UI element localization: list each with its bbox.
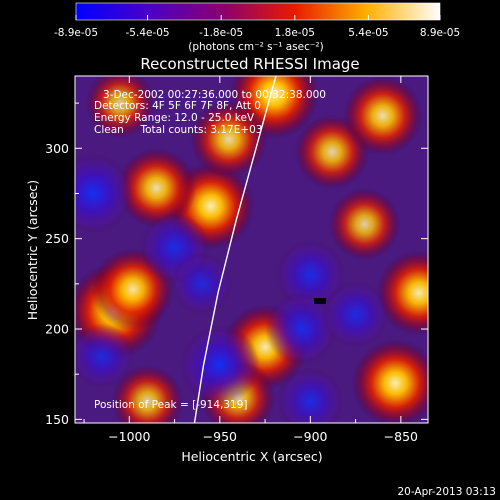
emission-blob-negative [276,367,345,423]
colorbar-tick-label: 8.9e-05 [420,27,460,39]
info-time-range: 3-Dec-2002 00:27:36.000 to 00:32:38.000 [103,89,326,101]
emission-blob-negative [170,252,233,315]
y-axis-label: Heliocentric Y (arcsec) [25,180,40,320]
emission-blob-positive [342,76,423,156]
peak-annotation: Position of Peak = [-914,319] [94,399,248,411]
emission-blob-positive [351,339,428,423]
colorbar-ticks: -8.9e-05 -5.4e-05 -1.8e-05 1.8e-05 5.4e-05 8.… [54,15,460,39]
y-tick-label: 300 [45,141,69,156]
emission-blob-negative [75,323,135,389]
emission-blob-positive [328,187,401,261]
x-tick-label: −1000 [108,429,150,444]
emission-blob-positive [111,365,184,423]
y-tick-label: 150 [45,412,69,427]
timestamp: 20-Apr-2013 03:13 [397,486,496,498]
y-tick-label: 200 [45,322,69,337]
colorbar-tick-label: -5.4e-05 [126,27,170,39]
colorbar-tick-label: -8.9e-05 [54,27,98,39]
dark-spot [314,298,326,304]
x-axis-ticks: −1000 −950 −900 −850 [83,76,418,444]
colorbar [75,2,441,21]
info-energy-range: Energy Range: 12.0 - 25.0 keV [94,112,255,124]
emission-blob-negative [264,292,338,366]
x-tick-label: −950 [203,429,237,444]
emission-blob-positive [376,250,428,336]
y-tick-label: 250 [45,231,69,246]
emission-blob-positive [189,100,268,179]
info-detectors: Detectors: 4F 5F 6F 7F 8F, Att 0 [94,100,261,112]
x-tick-label: −850 [384,429,418,444]
colorbar-unit-label: (photons cm⁻² s⁻¹ asec⁻²) [188,41,323,53]
emission-blob-negative [275,239,346,310]
x-tick-label: −900 [293,429,327,444]
emission-map [75,76,428,423]
y-axis-ticks: 150 200 250 300 [45,102,428,427]
colorbar-tick-label: -1.8e-05 [199,27,243,39]
emission-blob-positive [85,76,156,139]
emission-blob-negative [75,153,134,234]
solar-limb-line [193,76,277,423]
plot-frame [74,75,429,424]
colorbar-tick-label: 5.4e-05 [348,27,388,39]
info-clean-counts: Clean Total counts: 3.17E+03 [94,124,263,136]
emission-blob-positive [116,147,197,229]
colorbar-tick-label: 1.8e-05 [275,27,315,39]
x-axis-label: Heliocentric X (arcsec) [181,449,322,464]
emission-blob-negative [179,324,261,406]
emission-blob-negative [321,280,390,349]
chart-title: Reconstructed RHESSI Image [140,55,359,73]
